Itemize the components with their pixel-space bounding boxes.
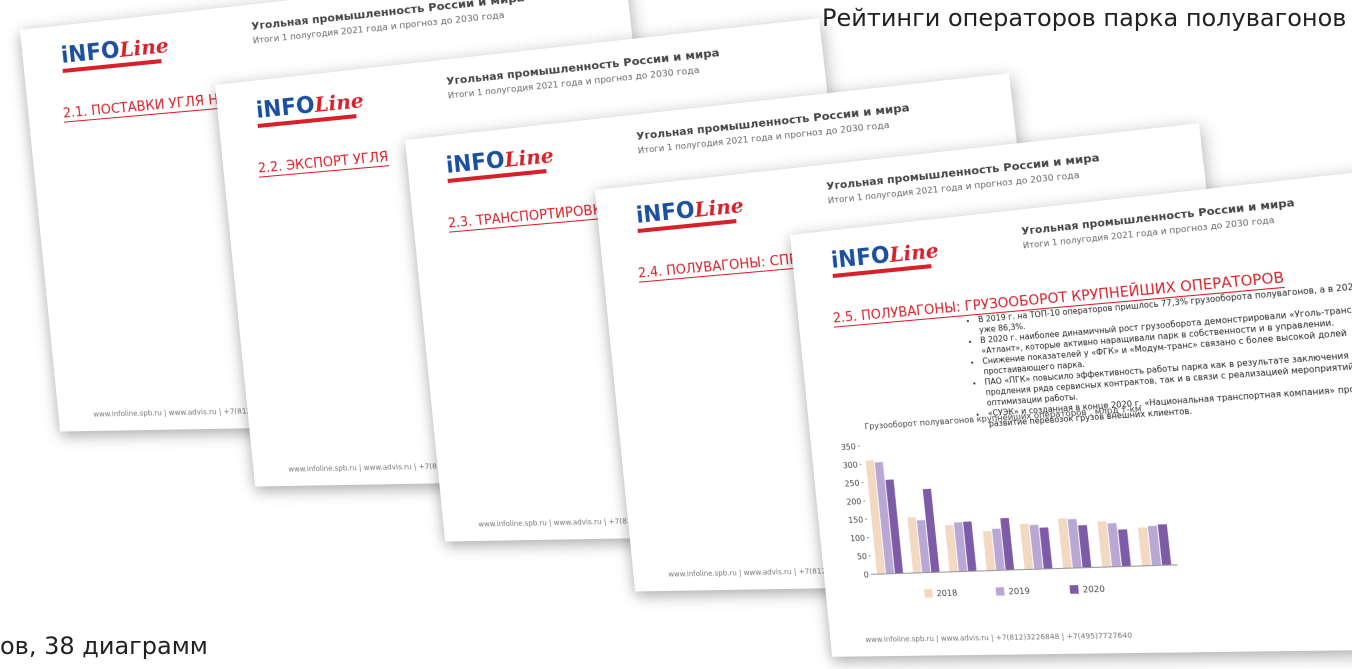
legend-label: 2019 xyxy=(1008,586,1030,596)
y-tick-label: 250 xyxy=(844,479,860,489)
y-tick-label: 0 xyxy=(863,570,869,580)
legend-label: 2020 xyxy=(1082,584,1105,594)
legend-swatch xyxy=(996,587,1005,596)
legend-label: 2018 xyxy=(936,588,958,598)
logo: iNFOLine xyxy=(635,192,745,229)
logo-script: Line xyxy=(693,192,745,222)
footer-text: ов, 38 диаграмм xyxy=(0,632,208,660)
logo: iNFOLine xyxy=(60,32,170,69)
logo-main: iNFO xyxy=(830,243,891,274)
y-tick-label: 300 xyxy=(842,460,858,470)
header-text: Рейтинги операторов парка полувагонов xyxy=(822,4,1346,32)
y-tick-label: 100 xyxy=(850,533,866,543)
section-title: 2.2. ЭКСПОРТ УГЛЯ xyxy=(257,150,389,178)
slide: iNFOLineУгольная промышленность России и… xyxy=(790,164,1352,656)
y-tick-label: 200 xyxy=(846,497,862,507)
logo-script: Line xyxy=(888,237,940,267)
logo: iNFOLine xyxy=(255,87,365,124)
chart: Грузооборот полувагонов крупнейших опера… xyxy=(828,401,1192,606)
y-tick-label: 350 xyxy=(841,442,857,452)
y-tick-label: 150 xyxy=(848,515,864,525)
logo: iNFOLine xyxy=(830,237,940,274)
logo-main: iNFO xyxy=(635,198,696,229)
logo-main: iNFO xyxy=(255,93,316,124)
logo-script: Line xyxy=(118,32,170,62)
logo: iNFOLine xyxy=(445,142,555,179)
slide-footer: www.infoline.spb.ru | www.advis.ru | +7(… xyxy=(865,631,1133,644)
legend-swatch xyxy=(924,589,933,597)
logo-script: Line xyxy=(503,142,555,172)
legend-swatch xyxy=(1069,585,1079,594)
logo-script: Line xyxy=(313,87,365,117)
logo-main: iNFO xyxy=(445,148,506,179)
y-tick-label: 50 xyxy=(856,552,867,562)
logo-main: iNFO xyxy=(60,38,121,69)
page: Рейтинги операторов парка полувагонов iN… xyxy=(0,0,1352,669)
